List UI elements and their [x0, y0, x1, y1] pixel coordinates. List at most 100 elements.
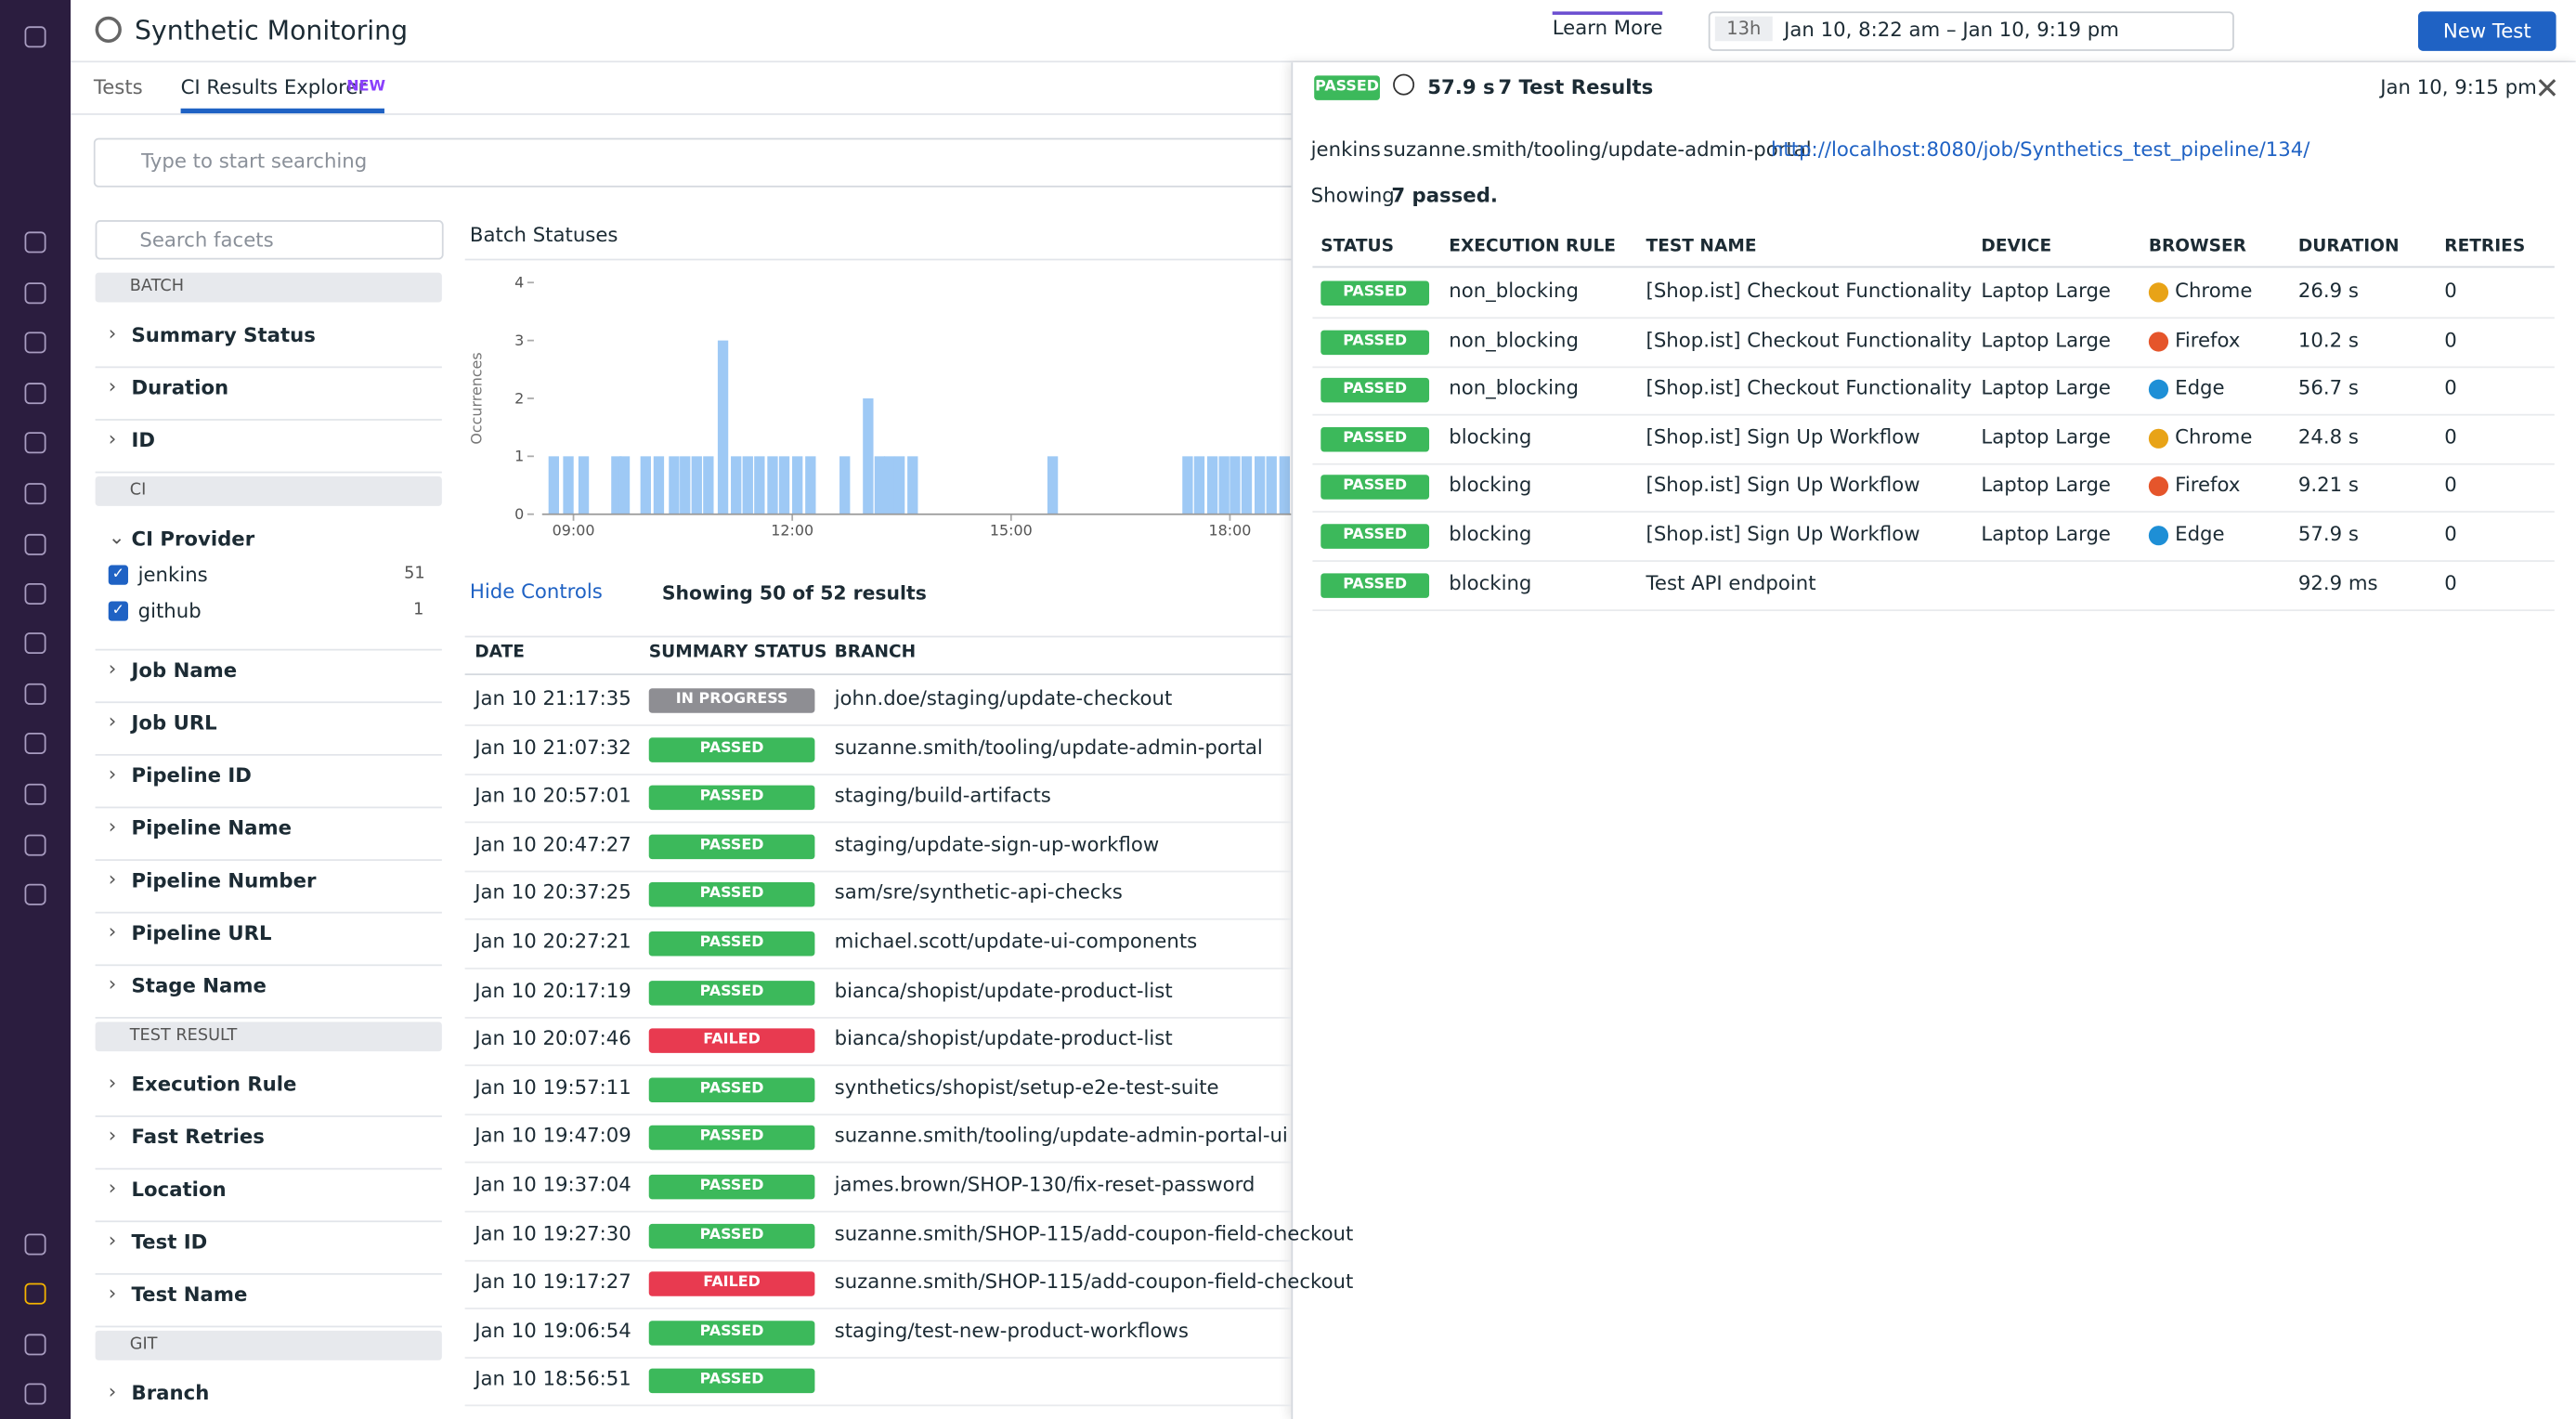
nav-icon[interactable]: [24, 483, 46, 505]
result-row[interactable]: [464, 725, 1292, 775]
hide-controls[interactable]: Hide Controls: [470, 579, 603, 603]
date: Jan 10 19:57:11: [475, 1075, 631, 1100]
result-row[interactable]: [464, 1212, 1292, 1261]
device: Laptop Large: [1981, 474, 2111, 497]
result-row[interactable]: [464, 1260, 1292, 1310]
facet-checkbox[interactable]: ✓: [108, 565, 128, 585]
chevron: ›: [108, 867, 117, 891]
facet[interactable]: Location: [131, 1178, 227, 1202]
facet[interactable]: Duration: [131, 376, 229, 399]
nav-icon[interactable]: [24, 632, 46, 655]
result-row[interactable]: [464, 969, 1292, 1019]
result-row[interactable]: [464, 1163, 1292, 1213]
y-tick-label: 2: [514, 389, 524, 407]
bar: [717, 340, 729, 514]
test-row[interactable]: [1312, 415, 2555, 465]
facet-search[interactable]: [95, 220, 444, 260]
facet-checkbox[interactable]: ✓: [108, 601, 128, 621]
facet[interactable]: Job Name: [131, 658, 238, 683]
result-row[interactable]: [464, 775, 1292, 824]
result-row[interactable]: [464, 1066, 1292, 1115]
column-header: EXECUTION RULE: [1449, 236, 1616, 256]
facet-group-title: BATCH: [129, 277, 185, 296]
learn-more[interactable]: Learn More: [1552, 11, 1663, 39]
status-pill: PASSED: [648, 1320, 815, 1346]
facet[interactable]: Test ID: [131, 1230, 208, 1254]
browser: Chrome: [2175, 424, 2253, 449]
nav-icon[interactable]: [24, 1383, 46, 1405]
test-row[interactable]: [1312, 318, 2555, 368]
result-row[interactable]: [464, 1309, 1292, 1359]
nav-icon[interactable]: [24, 883, 46, 905]
facet[interactable]: Execution Rule: [131, 1073, 297, 1096]
tab[interactable]: Tests: [93, 75, 143, 99]
facet[interactable]: Test Name: [131, 1282, 248, 1307]
result-row[interactable]: [464, 677, 1292, 726]
nav-icon[interactable]: [24, 834, 46, 856]
test-row[interactable]: [1312, 513, 2555, 562]
bar: [548, 456, 559, 514]
pipeline-url[interactable]: http://localhost:8080/job/Synthetics_tes…: [1770, 137, 2310, 162]
bar: [883, 456, 895, 514]
facet[interactable]: Pipeline ID: [131, 763, 252, 788]
facet[interactable]: Job URL: [131, 710, 217, 735]
nav-icon[interactable]: [24, 533, 46, 555]
nav-icon[interactable]: [24, 1282, 46, 1305]
bar: [691, 456, 702, 514]
facet[interactable]: Stage Name: [131, 974, 267, 997]
nav-icon[interactable]: [24, 582, 46, 605]
facet[interactable]: Fast Retries: [131, 1125, 265, 1149]
test-row[interactable]: [1312, 367, 2555, 416]
facet[interactable]: Branch: [131, 1381, 210, 1405]
nav-icon[interactable]: [24, 783, 46, 805]
retries: 0: [2444, 376, 2457, 400]
bar: [611, 456, 622, 514]
nav-icon[interactable]: [24, 683, 46, 705]
browser-icon: [2148, 476, 2169, 497]
chevron: ›: [108, 1229, 117, 1252]
facet[interactable]: CI Provider: [131, 527, 255, 551]
status-pill: PASSED: [1321, 426, 1430, 452]
date: Jan 10 21:17:35: [475, 686, 631, 710]
time-picker[interactable]: [1708, 11, 2234, 51]
result-row[interactable]: [464, 1017, 1292, 1067]
device: Laptop Large: [1981, 328, 2111, 351]
nav-icon[interactable]: [24, 383, 46, 405]
nav-icon[interactable]: [24, 26, 46, 48]
chevron: ›: [108, 1123, 117, 1147]
facet[interactable]: Pipeline Number: [131, 868, 317, 892]
bar: [907, 456, 918, 514]
nav-icon[interactable]: [24, 231, 46, 254]
result-row[interactable]: [464, 1358, 1292, 1407]
result-row[interactable]: [464, 920, 1292, 970]
status-pill: PASSED: [648, 931, 815, 957]
nav-icon[interactable]: [24, 1233, 46, 1256]
nav-icon[interactable]: [24, 732, 46, 754]
x-tick-label: 12:00: [771, 522, 813, 540]
test-name: [Shop.ist] Sign Up Workflow: [1646, 424, 1920, 449]
nav-icon[interactable]: [24, 332, 46, 354]
tab[interactable]: CI Results Explorer: [180, 75, 367, 99]
bar: [669, 456, 680, 514]
nav-icon[interactable]: [24, 432, 46, 454]
test-row[interactable]: [1312, 561, 2555, 611]
test-row[interactable]: [1312, 464, 2555, 514]
time-badge: 13h: [1714, 16, 1773, 42]
test-row[interactable]: [1312, 269, 2555, 319]
close-button[interactable]: ✕: [2534, 72, 2560, 107]
facet[interactable]: ID: [131, 428, 156, 452]
result-row[interactable]: [464, 1114, 1292, 1165]
date: Jan 10 19:47:09: [475, 1124, 631, 1148]
facet[interactable]: Pipeline Name: [131, 816, 293, 840]
result-row[interactable]: [464, 823, 1292, 872]
device: Laptop Large: [1981, 279, 2111, 303]
facet[interactable]: Pipeline URL: [131, 921, 272, 945]
result-row[interactable]: [464, 871, 1292, 921]
retries: 0: [2444, 570, 2457, 594]
bar: [731, 456, 742, 514]
test-name: [Shop.ist] Sign Up Workflow: [1646, 522, 1920, 546]
new-test-button[interactable]: New Test: [2417, 11, 2556, 51]
nav-icon[interactable]: [24, 282, 46, 305]
nav-icon[interactable]: [24, 1334, 46, 1356]
facet[interactable]: Summary Status: [131, 323, 316, 347]
